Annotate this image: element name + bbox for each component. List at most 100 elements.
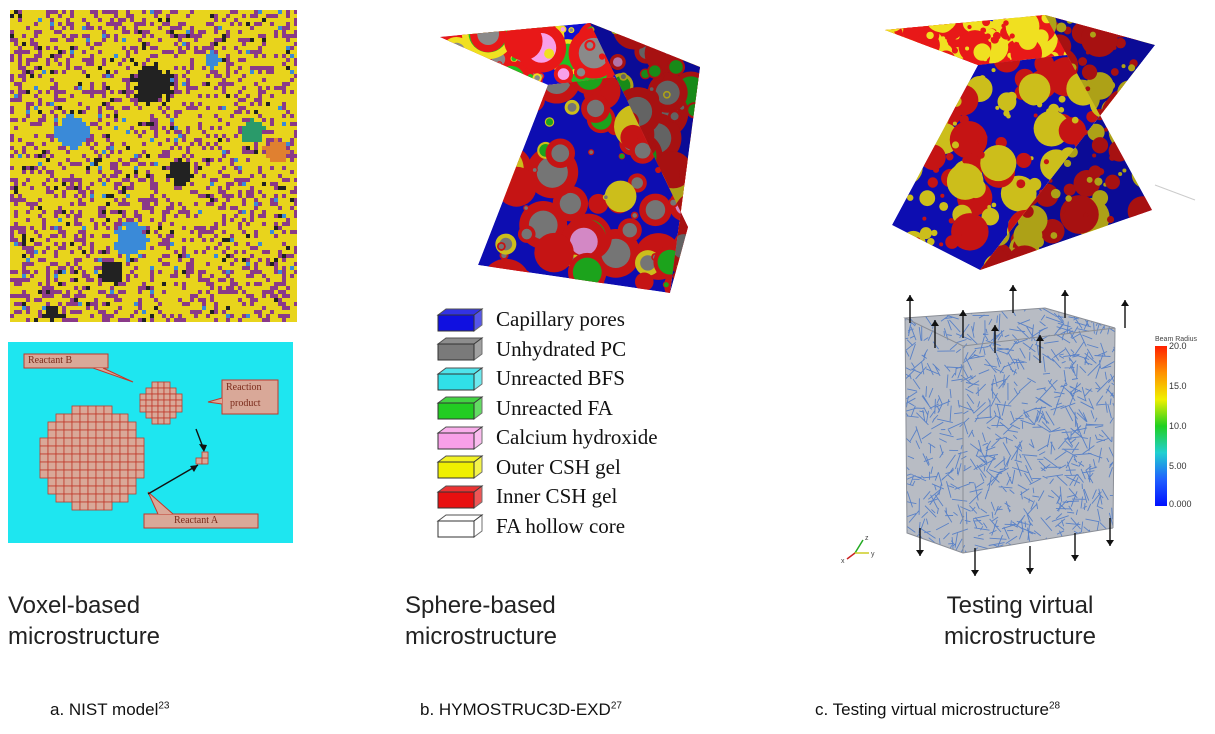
voxel-cell bbox=[79, 453, 89, 463]
voxel-cell bbox=[119, 421, 129, 431]
axis-guide-line bbox=[1154, 184, 1196, 201]
colorbar-tick-15: 15.0 bbox=[1169, 381, 1187, 391]
voxel-cell bbox=[55, 477, 65, 487]
voxel-cell bbox=[169, 399, 177, 407]
legend-item: Inner CSH gel bbox=[436, 482, 726, 512]
panel-b-label: b. HYMOSTRUC3D-EXD27 bbox=[420, 700, 622, 720]
voxel-cell bbox=[103, 429, 113, 439]
voxel-cell bbox=[55, 453, 65, 463]
voxel-cell bbox=[63, 477, 73, 487]
voxel-cell bbox=[163, 381, 171, 389]
voxel-cell bbox=[55, 437, 65, 447]
voxel-cell bbox=[95, 493, 105, 503]
load-arrow bbox=[906, 295, 914, 323]
voxel-cell bbox=[135, 453, 145, 463]
voxel-cell bbox=[71, 477, 81, 487]
voxel-cell bbox=[95, 477, 105, 487]
voxel-cell bbox=[95, 405, 105, 415]
voxel-cell bbox=[47, 445, 57, 455]
voxel-cell bbox=[135, 445, 145, 455]
voxel-phase-cells bbox=[262, 138, 290, 162]
colorbar-tick-10: 10.0 bbox=[1169, 421, 1187, 431]
voxel-cell bbox=[79, 501, 89, 511]
voxel-cell bbox=[145, 387, 153, 395]
voxel-phase-cells bbox=[242, 118, 266, 142]
voxel-cell bbox=[87, 461, 97, 471]
legend-item: FA hollow core bbox=[436, 512, 726, 542]
voxel-cell bbox=[119, 413, 129, 423]
product-label-line2: product bbox=[230, 398, 261, 409]
voxel-grid bbox=[10, 10, 297, 322]
voxel-cell bbox=[163, 387, 171, 395]
panel-b-caption: Sphere-based microstructure bbox=[405, 590, 557, 652]
axis-z-label: z bbox=[865, 535, 869, 542]
voxel-cell bbox=[71, 405, 81, 415]
voxel-cell bbox=[157, 411, 165, 419]
voxel-cell bbox=[103, 453, 113, 463]
voxel-cell bbox=[79, 421, 89, 431]
voxel-cell bbox=[95, 485, 105, 495]
voxel-cell bbox=[39, 445, 49, 455]
voxel-cell bbox=[79, 477, 89, 487]
voxel-cell bbox=[55, 469, 65, 479]
load-arrow bbox=[1061, 290, 1069, 318]
voxel-cell bbox=[39, 453, 49, 463]
voxel-cell bbox=[79, 405, 89, 415]
voxel-cell bbox=[71, 437, 81, 447]
voxel-cell bbox=[103, 405, 113, 415]
legend-label: Capillary pores bbox=[496, 307, 625, 332]
voxel-cell bbox=[47, 437, 57, 447]
voxel-cell bbox=[55, 429, 65, 439]
voxel-cell bbox=[103, 461, 113, 471]
voxel-cell bbox=[127, 477, 137, 487]
voxel-cell bbox=[169, 393, 177, 401]
voxel-cell bbox=[163, 393, 171, 401]
reaction-schematic: Reactant B Reaction product Reactant A bbox=[8, 342, 293, 543]
voxel-cell bbox=[175, 405, 183, 413]
load-arrow bbox=[1071, 533, 1079, 561]
voxel-cell bbox=[71, 421, 81, 431]
voxel-cell bbox=[139, 399, 147, 407]
voxel-cell bbox=[163, 411, 171, 419]
voxel-cell bbox=[71, 453, 81, 463]
voxel-cell bbox=[119, 493, 129, 503]
voxel-cell bbox=[47, 429, 57, 439]
voxel-cell bbox=[71, 485, 81, 495]
legend-swatch bbox=[436, 514, 484, 539]
voxel-cell bbox=[87, 413, 97, 423]
voxel-cell bbox=[95, 445, 105, 455]
legend-item: Calcium hydroxide bbox=[436, 423, 726, 453]
voxel-cell bbox=[175, 393, 183, 401]
voxel-cell bbox=[111, 453, 121, 463]
legend-swatch bbox=[436, 455, 484, 480]
panel-a-caption: Voxel-based microstructure bbox=[8, 590, 160, 652]
product-label-line1: Reaction bbox=[226, 382, 262, 393]
legend-swatch bbox=[436, 337, 484, 362]
voxel-cell bbox=[119, 437, 129, 447]
voxel-cell bbox=[127, 429, 137, 439]
panel-c-label-ref: 28 bbox=[1048, 700, 1061, 712]
voxel-cell bbox=[87, 469, 97, 479]
panel-a-caption-line1: Voxel-based bbox=[8, 592, 141, 619]
voxel-phase-cells bbox=[10, 10, 294, 322]
voxel-cell bbox=[47, 485, 57, 495]
legend-item: Capillary pores bbox=[436, 305, 726, 335]
legend-swatch bbox=[436, 366, 484, 391]
voxel-cell bbox=[151, 399, 159, 407]
voxel-cell bbox=[139, 405, 147, 413]
voxel-cell bbox=[79, 445, 89, 455]
panel-a-label-text: a. NIST model bbox=[50, 700, 159, 719]
product-pointer bbox=[207, 397, 223, 405]
legend-item: Unreacted FA bbox=[436, 394, 726, 424]
voxel-cell bbox=[157, 405, 165, 413]
voxel-cell bbox=[63, 485, 73, 495]
legend-item: Unhydrated PC bbox=[436, 335, 726, 365]
voxel-cell bbox=[95, 461, 105, 471]
voxel-cell bbox=[111, 413, 121, 423]
voxel-cell bbox=[71, 501, 81, 511]
voxel-phase-cells bbox=[14, 10, 294, 318]
voxel-cell bbox=[95, 421, 105, 431]
voxel-cell bbox=[103, 437, 113, 447]
colorbar-tick-min: 0.000 bbox=[1169, 499, 1192, 509]
voxel-cell bbox=[111, 421, 121, 431]
